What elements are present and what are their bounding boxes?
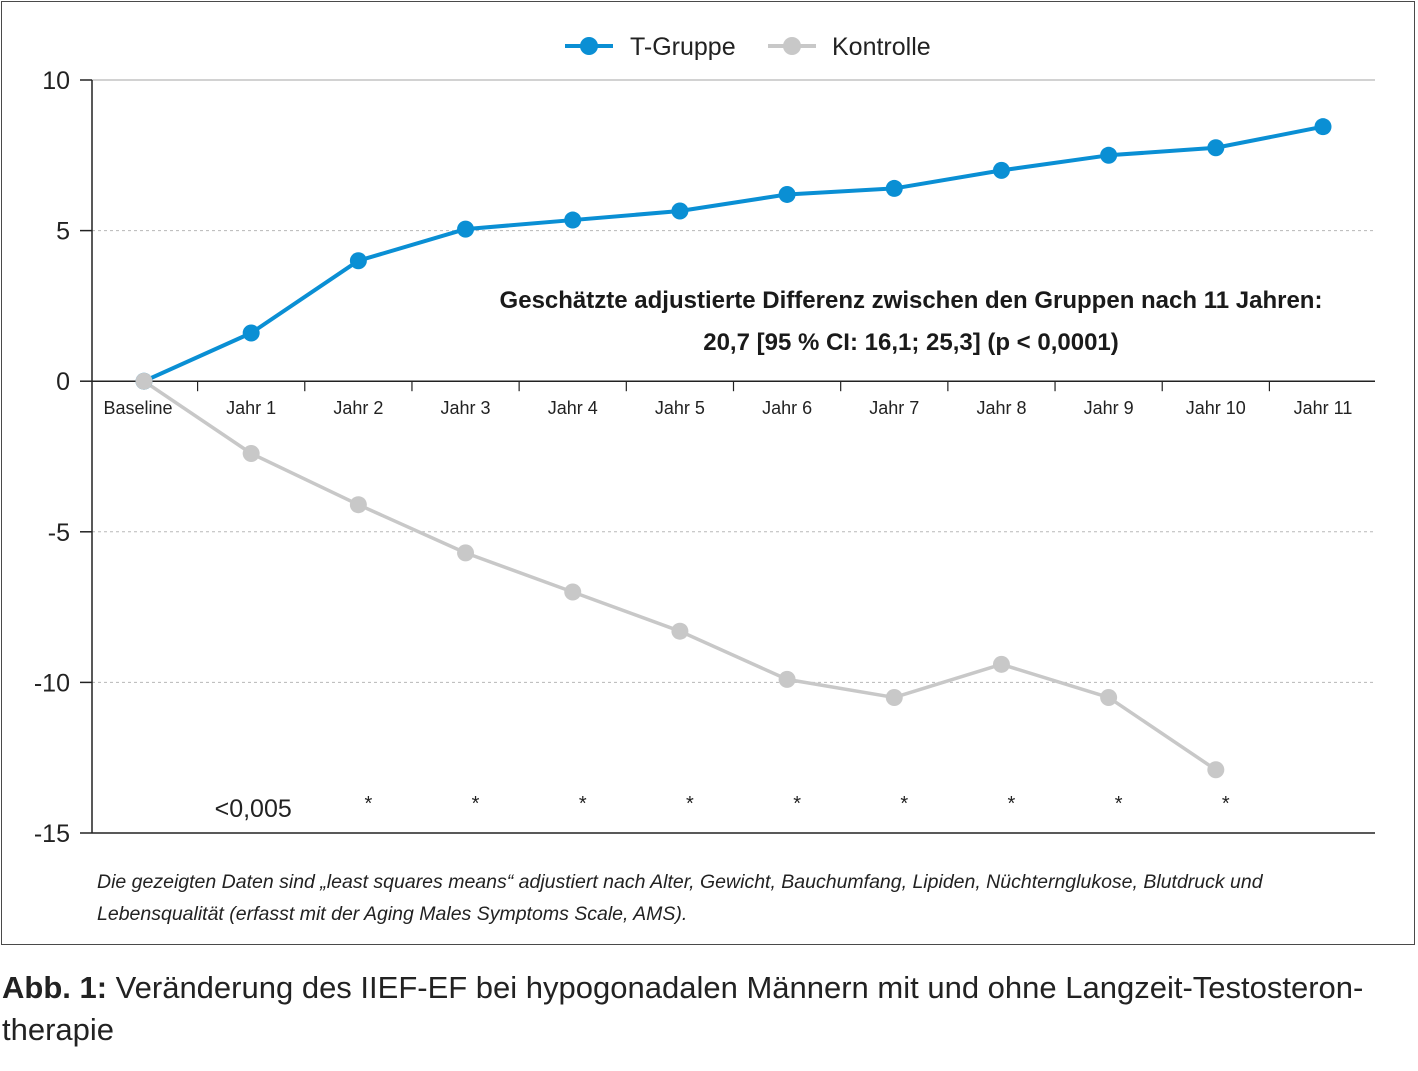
legend-marker <box>580 37 598 55</box>
figure-frame <box>1 1 1415 945</box>
data-point-kontrolle <box>778 670 796 688</box>
y-tick-label: 5 <box>56 218 70 246</box>
data-point-t-gruppe <box>1100 146 1118 164</box>
x-tick-label: Jahr 9 <box>1084 398 1134 418</box>
x-tick-label: Jahr 2 <box>333 398 383 418</box>
x-tick-label: Jahr 5 <box>655 398 705 418</box>
x-tick-label: Jahr 7 <box>869 398 919 418</box>
significance-marker: * <box>1222 793 1230 815</box>
data-point-t-gruppe <box>1314 118 1332 136</box>
data-point-kontrolle <box>1100 688 1118 706</box>
data-point-t-gruppe <box>671 202 689 220</box>
legend-label: T-Gruppe <box>630 33 736 61</box>
data-point-kontrolle <box>135 372 153 390</box>
data-point-t-gruppe <box>1207 139 1225 157</box>
significance-marker: * <box>900 793 908 815</box>
significance-marker: * <box>1008 793 1016 815</box>
data-point-t-gruppe <box>349 252 367 270</box>
data-point-t-gruppe <box>242 324 260 342</box>
data-point-kontrolle <box>992 655 1010 673</box>
x-tick-label: Jahr 10 <box>1186 398 1246 418</box>
x-tick-label: Jahr 1 <box>226 398 276 418</box>
caption-lead: Abb. 1: <box>2 970 108 1005</box>
caption-text: Veränderung des IIEF-EF bei hypogonadale… <box>2 970 1364 1047</box>
significance-marker: * <box>686 793 694 815</box>
significance-marker: * <box>1115 793 1123 815</box>
x-tick-label: Jahr 11 <box>1294 398 1353 418</box>
figure-caption: Abb. 1: Veränderung des IIEF-EF bei hypo… <box>2 967 1412 1051</box>
data-point-t-gruppe <box>885 179 903 197</box>
significance-marker: * <box>472 793 480 815</box>
footnote: Die gezeigten Daten sind „least squares … <box>97 871 1263 925</box>
data-point-t-gruppe <box>564 211 582 229</box>
legend-marker <box>783 37 801 55</box>
data-point-kontrolle <box>671 622 689 640</box>
data-point-kontrolle <box>885 688 903 706</box>
y-tick-label: -10 <box>34 669 70 697</box>
significance-marker: * <box>793 793 801 815</box>
data-point-t-gruppe <box>992 161 1010 179</box>
series-line-kontrolle <box>143 379 1217 772</box>
significance-marker: <0,005 <box>215 795 292 823</box>
x-tick-label: Jahr 4 <box>548 398 598 418</box>
significance-marker: * <box>364 793 372 815</box>
x-tick-label: Jahr 3 <box>441 398 491 418</box>
y-tick-label: 10 <box>42 67 70 95</box>
data-point-kontrolle <box>457 544 475 562</box>
x-tick-label: Jahr 8 <box>976 398 1026 418</box>
x-tick-label: Baseline <box>103 398 172 418</box>
data-point-t-gruppe <box>457 220 475 238</box>
y-tick-label: 0 <box>56 368 70 396</box>
data-point-kontrolle <box>242 444 260 462</box>
line-chart: 10 5 0 -5 -10 -15 Baseline Jahr 1 Jahr 2 Jahr 3 Ja… <box>34 33 1375 848</box>
legend-label: Kontrolle <box>832 33 931 61</box>
y-tick-label: -15 <box>34 820 70 848</box>
significance-marker: * <box>579 793 587 815</box>
series-line-t-gruppe <box>143 124 1324 384</box>
data-point-t-gruppe <box>778 185 796 203</box>
annotation-line-2: 20,7 [95 % CI: 16,1; 25,3] (p < 0,0001) <box>703 329 1119 356</box>
y-tick-label: -5 <box>48 519 70 547</box>
data-point-kontrolle <box>349 496 367 514</box>
x-tick-label: Jahr 6 <box>762 398 812 418</box>
data-point-kontrolle <box>1207 761 1225 779</box>
annotation-line-1: Geschätzte adjustierte Differenz zwische… <box>500 287 1323 314</box>
data-point-kontrolle <box>564 583 582 601</box>
